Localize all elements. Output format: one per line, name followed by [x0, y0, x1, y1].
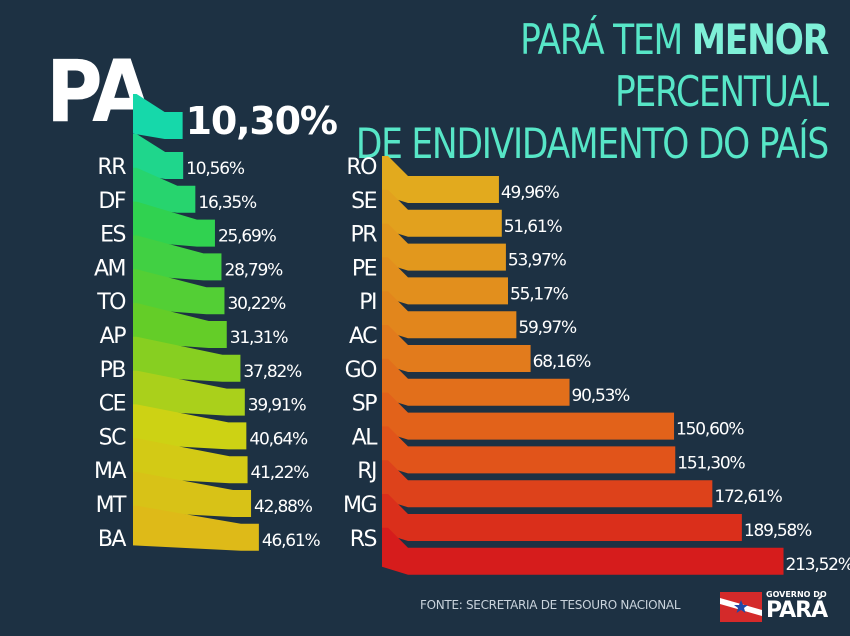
right-category-label: MG: [343, 493, 376, 518]
right-bar: [382, 257, 508, 305]
right-bar: [382, 494, 742, 541]
right-bar: [382, 189, 502, 237]
right-category-label: GO: [345, 358, 378, 383]
right-value-label: 59,97%: [518, 318, 577, 338]
left-value-label: 37,82%: [243, 362, 302, 382]
left-category-label: DF: [98, 189, 125, 214]
left-bar: [133, 269, 225, 315]
chart-title: PARÁ TEM MENOR PERCENTUAL DE ENDIVIDAMEN…: [336, 14, 830, 170]
right-category-label: AC: [349, 324, 377, 349]
right-value-label: 49,96%: [501, 183, 560, 203]
title-line1-bold: MENOR: [691, 15, 830, 64]
logo-subtitle: GOVERNO DO: [766, 590, 827, 599]
right-bar: [382, 156, 499, 203]
left-value-label: 41,22%: [251, 463, 310, 483]
left-bar: [133, 472, 252, 517]
left-category-label: RR: [97, 155, 126, 180]
left-category-label: BA: [98, 527, 127, 552]
left-value-label: 46,61%: [262, 531, 321, 551]
left-category-label: AP: [100, 324, 127, 349]
left-category-label: MT: [96, 493, 127, 518]
left-category-label: MA: [94, 459, 126, 484]
left-value-label: 40,64%: [249, 429, 308, 449]
right-value-label: 68,16%: [533, 352, 592, 372]
left-value-label: 16,35%: [198, 193, 257, 213]
title-line1-pre: PARÁ TEM: [520, 15, 692, 64]
left-bar: [133, 167, 196, 213]
left-bar: [133, 505, 259, 551]
left-bar: [133, 438, 248, 484]
left-value-label: 39,91%: [248, 396, 307, 416]
left-value-label: 28,79%: [224, 260, 283, 280]
right-bar: [382, 460, 713, 508]
left-category-label: SC: [99, 425, 126, 450]
right-value-label: 213,52%: [786, 555, 850, 575]
right-value-label: 53,97%: [508, 251, 567, 271]
left-bar: [133, 404, 247, 450]
right-bar: [382, 392, 675, 440]
left-category-label: ES: [100, 223, 125, 248]
left-category-label: CE: [99, 392, 126, 417]
right-value-label: 189,58%: [744, 521, 812, 541]
right-value-label: 172,61%: [714, 487, 782, 507]
title-line2: DE ENDIVIDAMENTO DO PAÍS: [355, 119, 829, 168]
logo-name: PARÁ: [766, 598, 828, 623]
right-bar: [382, 358, 570, 406]
title-line1-post: PERCENTUAL: [614, 67, 829, 116]
right-value-label: 150,60%: [676, 420, 744, 440]
right-category-label: SE: [351, 189, 376, 214]
left-bar: [133, 134, 184, 179]
right-value-label: 151,30%: [677, 453, 745, 473]
right-category-label: PE: [352, 256, 377, 281]
left-bar: [133, 303, 227, 348]
right-value-label: 51,61%: [504, 217, 563, 237]
left-value-label: 10,56%: [186, 159, 245, 179]
left-value-label: 42,88%: [254, 497, 313, 517]
left-value-label: 30,22%: [227, 294, 286, 314]
right-category-label: RO: [346, 155, 377, 180]
right-category-label: PR: [350, 223, 377, 248]
left-bar: [133, 201, 215, 247]
right-category-label: RJ: [357, 459, 376, 484]
right-bar: [382, 325, 531, 372]
left-bar: [133, 370, 245, 416]
right-category-label: RS: [350, 527, 377, 552]
right-bar: [382, 527, 784, 575]
right-bar: [382, 426, 676, 474]
para-flag-icon: [720, 592, 762, 622]
left-category-label: PB: [100, 358, 126, 383]
right-value-label: 55,17%: [510, 284, 569, 304]
left-value-label: 31,31%: [230, 328, 289, 348]
left-bar: [133, 235, 222, 281]
left-category-label: TO: [96, 290, 126, 315]
source-note: FONTE: SECRETARIA DE TESOURO NACIONAL: [420, 598, 681, 612]
left-value-label: 25,69%: [218, 227, 277, 247]
right-category-label: AL: [352, 425, 379, 450]
right-value-label: 90,53%: [572, 386, 631, 406]
right-category-label: PI: [359, 290, 376, 315]
left-category-label: AM: [94, 256, 125, 281]
left-bar: [133, 94, 183, 139]
right-bar: [382, 291, 517, 339]
left-bar: [133, 336, 241, 382]
right-bar: [382, 223, 506, 271]
government-logo: GOVERNO DO PARÁ: [720, 588, 840, 628]
right-category-label: SP: [352, 392, 377, 417]
left-value-label: 10,30%: [186, 99, 337, 143]
